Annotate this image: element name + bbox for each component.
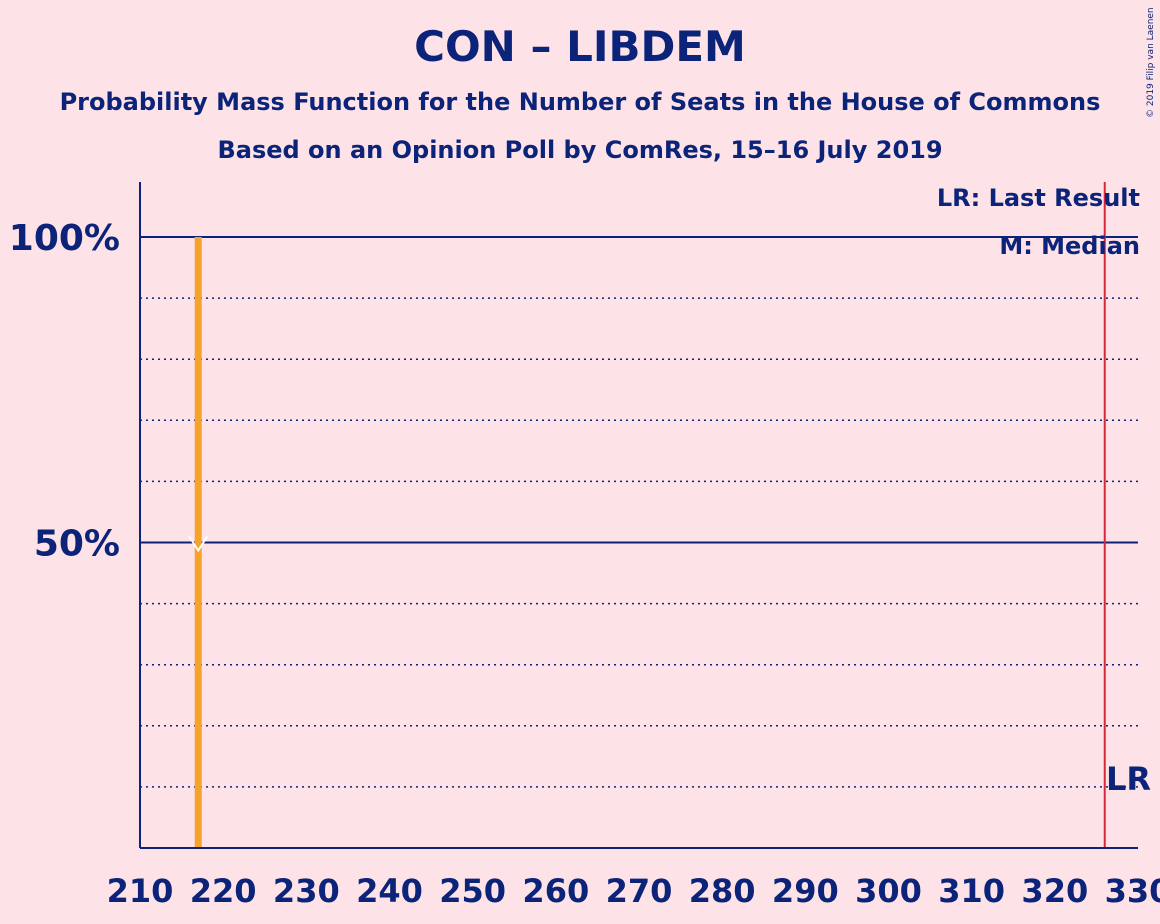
y-tick-label: 100%	[9, 218, 120, 259]
axes-group	[139, 182, 1138, 849]
median-marker	[188, 535, 209, 553]
x-tick-label: 310	[938, 872, 1005, 910]
y-tick-labels: 50% 100%	[9, 218, 120, 565]
chart-title: CON – LIBDEM	[414, 22, 746, 71]
x-tick-label: 250	[439, 872, 506, 910]
last-result-label: LR	[1106, 760, 1152, 798]
legend-median: M: Median	[999, 232, 1140, 260]
x-tick-label: 270	[606, 872, 673, 910]
x-tick-label: 220	[190, 872, 257, 910]
grid-lines	[140, 236, 1138, 788]
x-tick-label: 210	[107, 872, 174, 910]
y-tick-label: 50%	[34, 524, 120, 565]
x-tick-label: 260	[522, 872, 589, 910]
markers-group	[188, 182, 1106, 848]
x-tick-label: 230	[273, 872, 340, 910]
x-tick-label: 280	[689, 872, 756, 910]
chart-subtitle: Probability Mass Function for the Number…	[59, 88, 1101, 116]
x-tick-labels: 210 220 230 240 250 260 270 280 290 300 310 320 330	[107, 872, 1160, 910]
legend-last-result: LR: Last Result	[936, 184, 1140, 212]
x-tick-label: 300	[855, 872, 922, 910]
chart-subtitle-source: Based on an Opinion Poll by ComRes, 15–1…	[217, 136, 943, 164]
x-tick-label: 320	[1021, 872, 1088, 910]
x-tick-label: 290	[772, 872, 839, 910]
x-tick-label: 240	[356, 872, 423, 910]
x-tick-label: 330	[1105, 872, 1160, 910]
